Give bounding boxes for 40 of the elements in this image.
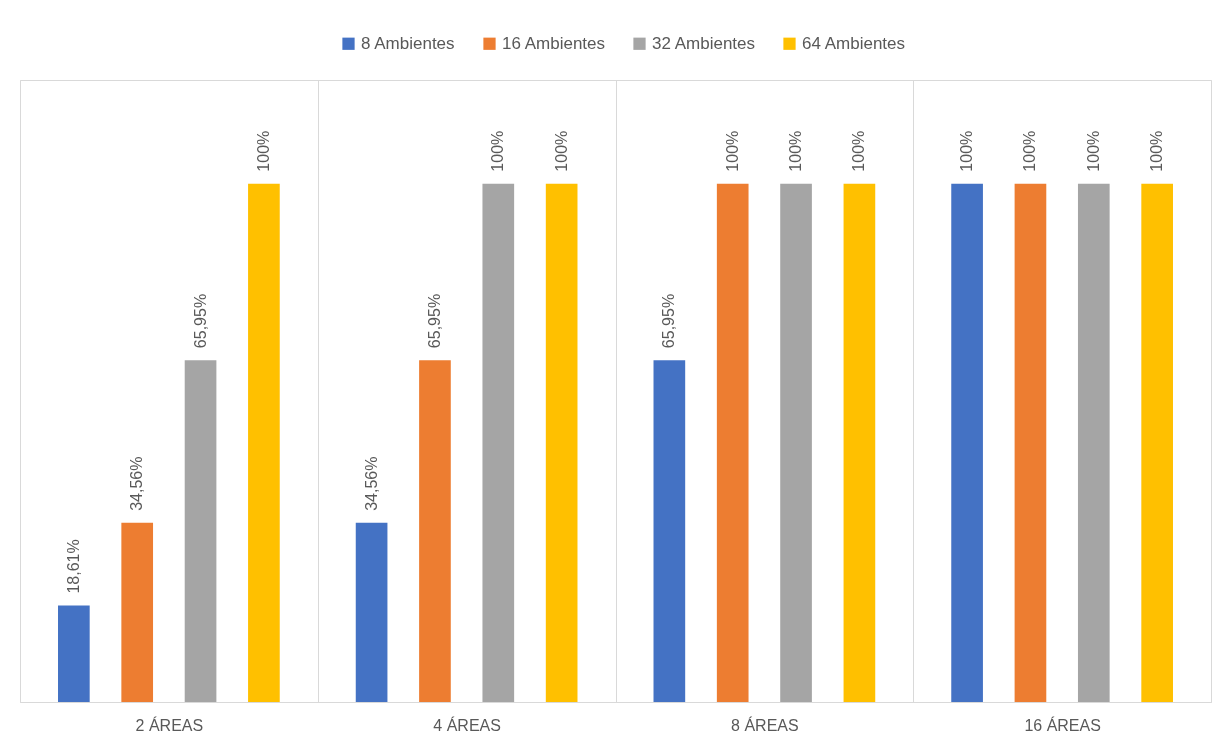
data-label: 100% [254, 130, 272, 172]
data-label: 100% [723, 130, 741, 172]
x-tick-label: 16 ÁREAS [1024, 715, 1101, 734]
data-label: 100% [1021, 130, 1039, 172]
data-label: 100% [552, 130, 570, 172]
bar [419, 360, 451, 702]
data-label: 100% [958, 130, 976, 172]
bar [951, 183, 983, 702]
bar [653, 360, 686, 702]
bar [355, 522, 388, 702]
data-label: 18,61% [64, 539, 82, 594]
bar [716, 183, 749, 702]
bar [1077, 183, 1110, 702]
data-label: 100% [787, 130, 805, 172]
legend-label: 16 Ambientes [502, 33, 606, 53]
bar [482, 183, 515, 702]
bar [58, 605, 90, 702]
data-label: 65,95% [191, 293, 209, 349]
x-tick-label: 2 ÁREAS [135, 715, 204, 734]
data-label: 34,56% [362, 456, 380, 511]
bar [1141, 183, 1173, 702]
data-label: 100% [850, 130, 868, 172]
bar [843, 183, 876, 702]
bar [184, 360, 217, 702]
data-label: 100% [489, 130, 507, 172]
legend-label: 64 Ambientes [802, 33, 906, 53]
bar [121, 522, 154, 702]
x-tick-label: 8 ÁREAS [731, 715, 799, 734]
data-label: 100% [1148, 130, 1166, 172]
data-label: 34,56% [128, 456, 146, 511]
bar [1014, 183, 1047, 702]
bar [780, 183, 812, 702]
bar [545, 183, 578, 702]
data-label: 65,95% [660, 293, 678, 349]
bar [248, 183, 280, 702]
data-label: 100% [1084, 130, 1102, 172]
legend-label: 32 Ambientes [652, 33, 756, 53]
x-tick-label: 4 ÁREAS [433, 715, 501, 734]
data-label: 65,95% [425, 293, 443, 349]
legend-label: 8 Ambientes [361, 33, 455, 53]
